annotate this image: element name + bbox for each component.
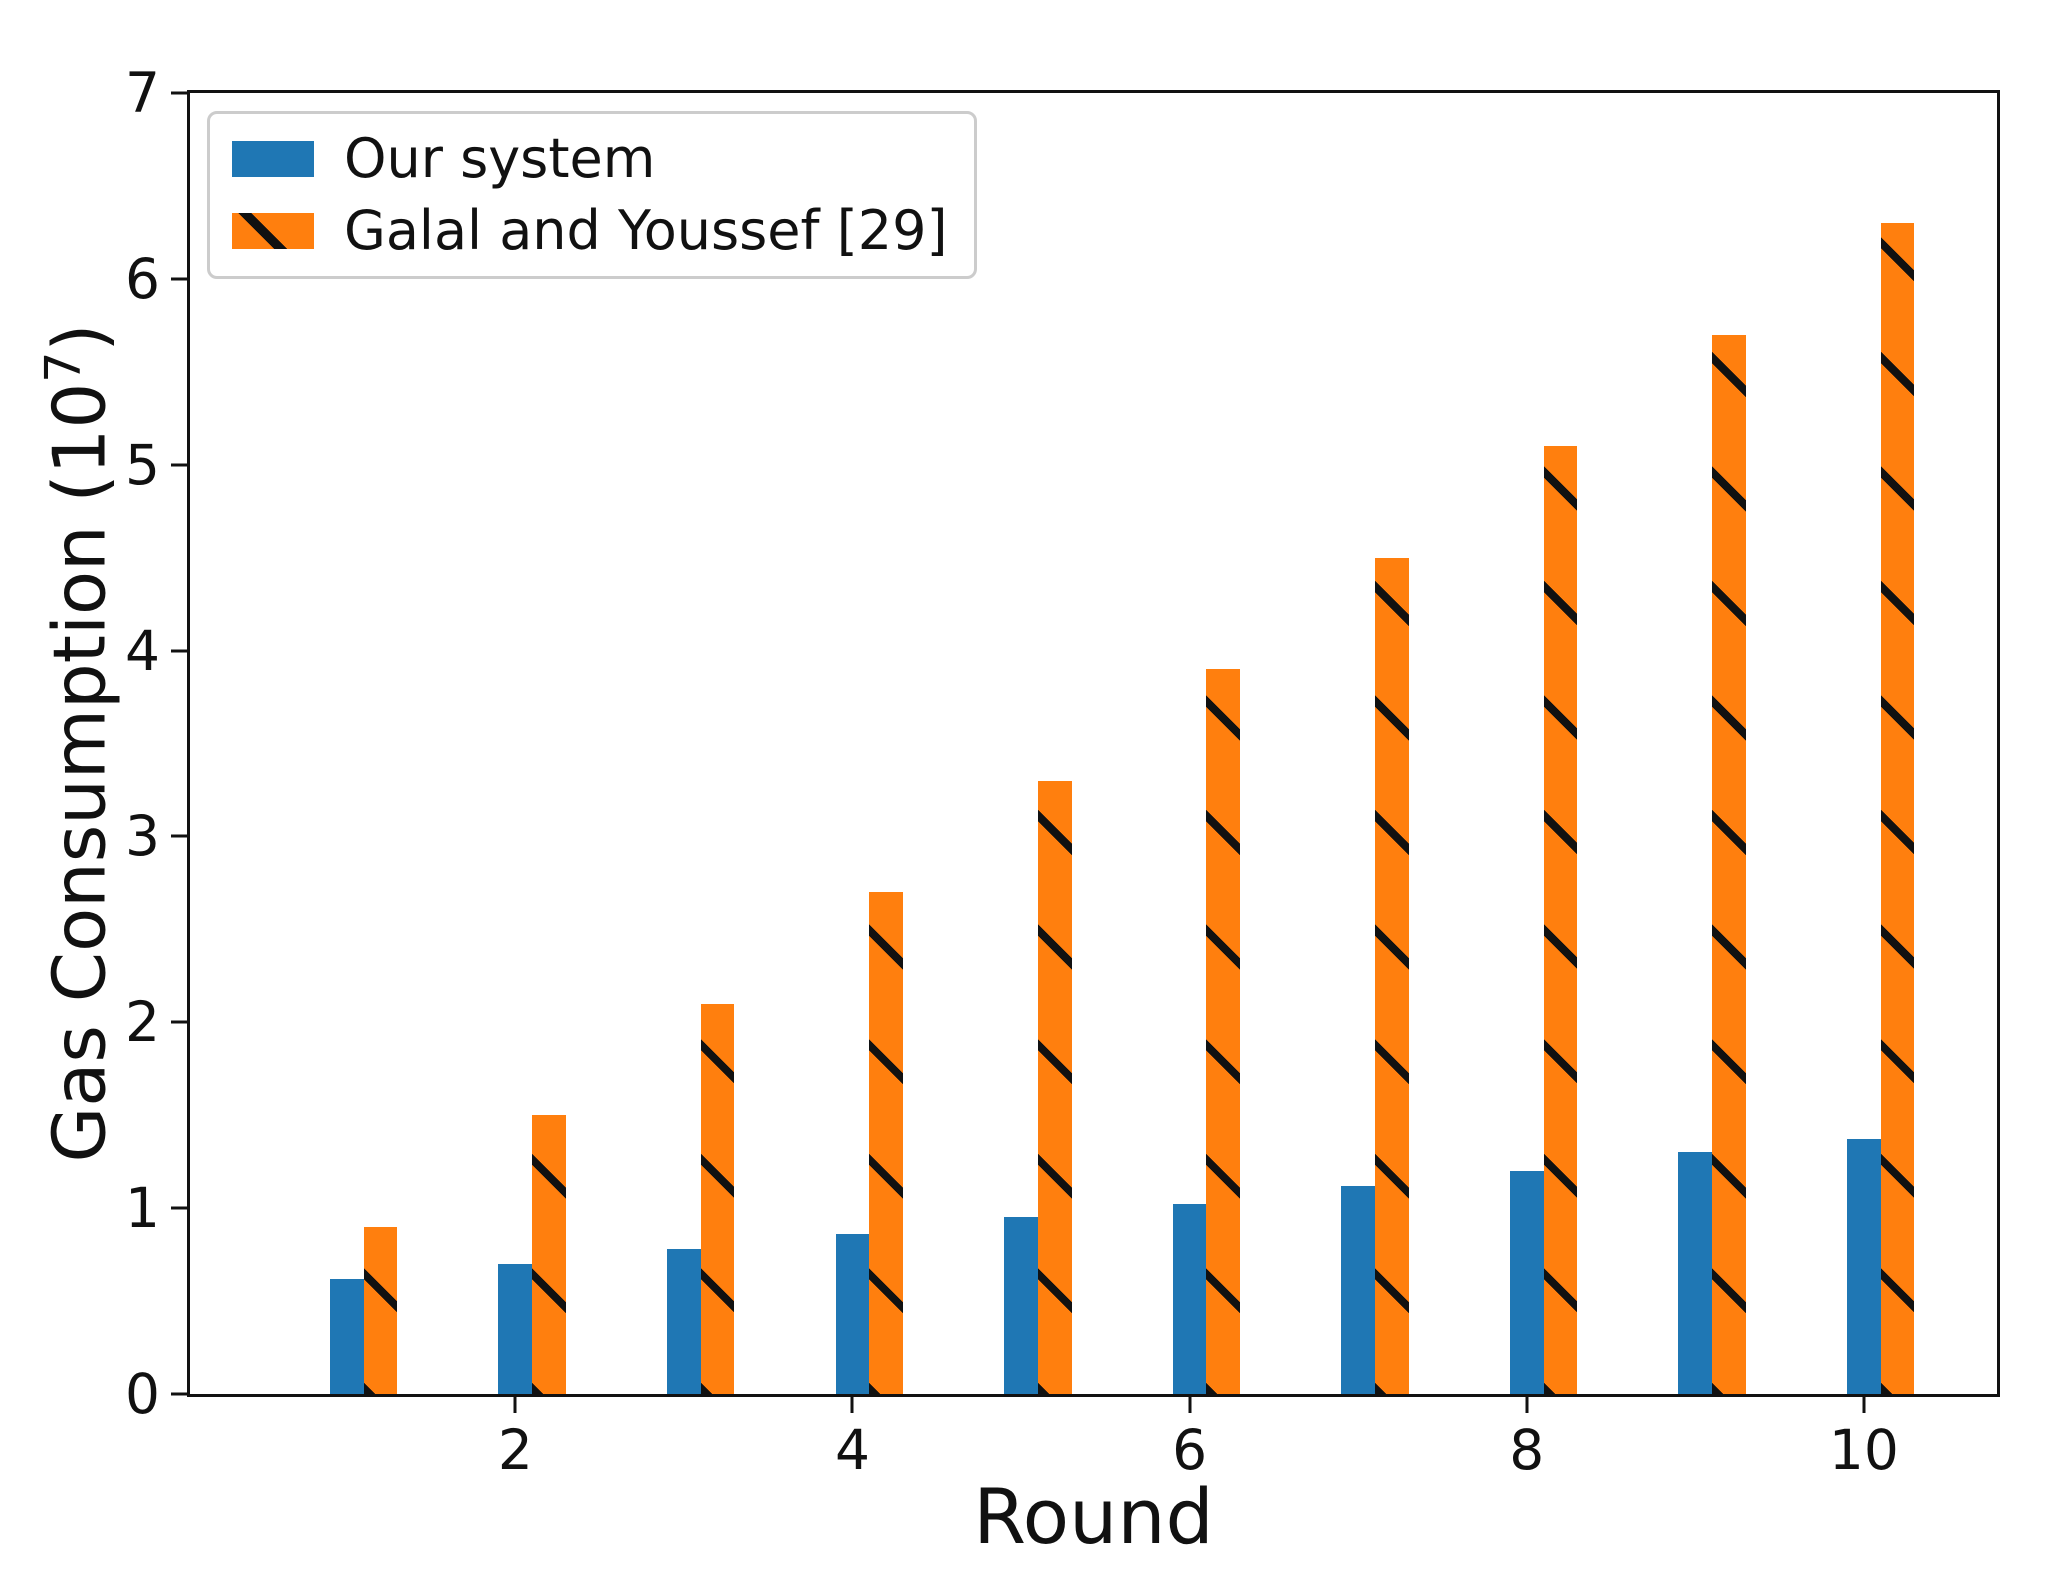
x-axis-label-text: Round	[973, 1472, 1214, 1561]
x-tick-10	[1862, 1397, 1866, 1413]
legend-swatch-galal-youssef	[232, 213, 314, 249]
bar-our-system-round-7	[1341, 1185, 1375, 1394]
y-tick-label-4: 4	[125, 618, 160, 683]
y-axis-label: Gas Consumption (107)	[35, 323, 122, 1162]
bar-galal-and-youssef-29-round-1	[363, 1226, 398, 1394]
legend-label-our-system: Our system	[344, 127, 656, 190]
bar-galal-and-youssef-29-round-4	[869, 892, 903, 1394]
x-tick-label-4: 4	[834, 1418, 870, 1482]
y-axis-label-superscript: 7	[34, 351, 92, 383]
bar-galal-and-youssef-29-round-6	[1206, 669, 1241, 1394]
legend-label-galal-youssef: Galal and Youssef [29]	[344, 199, 948, 262]
x-tick-2	[513, 1397, 517, 1413]
x-axis-label: Round	[973, 1472, 1213, 1561]
y-tick-label-7: 7	[125, 60, 160, 125]
y-tick-label-0: 0	[125, 1361, 160, 1426]
bar-our-system-round-10	[1846, 1139, 1881, 1394]
bar-galal-and-youssef-29-round-5	[1037, 780, 1072, 1394]
y-tick-label-2: 2	[125, 990, 160, 1055]
bar-our-system-round-2	[498, 1263, 533, 1394]
bar-our-system-round-8	[1509, 1170, 1544, 1394]
y-tick-3	[171, 834, 187, 838]
legend: Our system Galal and Youssef [29]	[207, 111, 977, 279]
y-tick-6	[171, 277, 187, 281]
bar-galal-and-youssef-29-round-8	[1543, 446, 1578, 1394]
y-tick-7	[171, 91, 187, 95]
x-tick-label-2: 2	[497, 1418, 533, 1482]
x-tick-6	[1188, 1397, 1192, 1413]
bar-our-system-round-1	[329, 1278, 364, 1394]
bar-galal-and-youssef-29-round-9	[1712, 334, 1746, 1394]
y-tick-2	[171, 1020, 187, 1024]
bar-galal-and-youssef-29-round-2	[532, 1115, 566, 1394]
y-tick-label-1: 1	[125, 1175, 160, 1240]
y-tick-1	[171, 1206, 187, 1210]
y-axis-label-suffix: )	[37, 323, 122, 352]
bar-our-system-round-6	[1172, 1204, 1207, 1394]
x-tick-4	[850, 1397, 854, 1413]
legend-item-galal-youssef: Galal and Youssef [29]	[232, 200, 948, 262]
y-tick-4	[171, 649, 187, 653]
legend-item-our-system: Our system	[232, 128, 948, 190]
y-tick-label-3: 3	[125, 804, 160, 869]
y-tick-5	[171, 463, 187, 467]
bar-galal-and-youssef-29-round-7	[1375, 557, 1409, 1394]
bar-our-system-round-5	[1004, 1217, 1038, 1394]
y-tick-label-5: 5	[125, 432, 160, 497]
plot-area: Our system Galal and Youssef [29] Round …	[125, 63, 2000, 1561]
bar-our-system-round-4	[835, 1234, 870, 1394]
legend-swatch-our-system	[232, 141, 314, 177]
bar-our-system-round-9	[1678, 1152, 1713, 1394]
x-tick-label-10: 10	[1828, 1418, 1899, 1482]
bar-galal-and-youssef-29-round-10	[1880, 223, 1915, 1394]
x-tick-label-6: 6	[1172, 1418, 1208, 1482]
bar-galal-and-youssef-29-round-3	[700, 1003, 735, 1394]
x-tick-8	[1525, 1397, 1529, 1413]
x-tick-label-8: 8	[1509, 1418, 1545, 1482]
y-axis-label-prefix: Gas Consumption (10	[37, 382, 122, 1163]
y-tick-label-6: 6	[125, 246, 160, 311]
bar-our-system-round-3	[667, 1249, 701, 1394]
y-tick-0	[171, 1392, 187, 1396]
